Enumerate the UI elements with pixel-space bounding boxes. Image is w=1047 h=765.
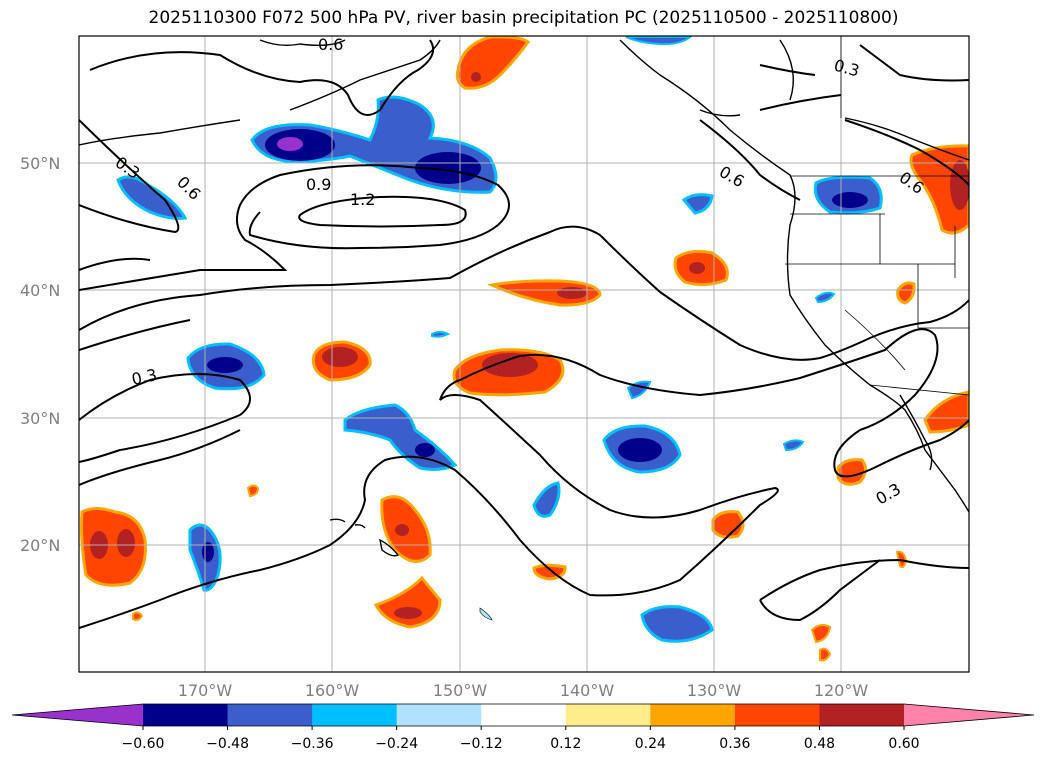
longitude-labels: 170°W 160°W 150°W 140°W 130°W 120°W: [178, 681, 869, 700]
pv-contours: [79, 39, 969, 629]
colorbar-segment: [396, 704, 482, 726]
colorbar-tick-label: −0.60: [122, 736, 165, 752]
contour-label: 0.3: [832, 56, 862, 81]
colorbar: −0.60 −0.48 −0.36 −0.24 −0.12 0.12 0.24 0.36 0.4…: [11, 703, 1035, 752]
colorbar-segment: [143, 704, 229, 726]
lat-label: 50°N: [20, 154, 60, 173]
colorbar-extend-high: [904, 704, 1034, 726]
lon-label: 170°W: [178, 681, 233, 700]
lat-label: 30°N: [20, 409, 60, 428]
colorbar-tick-label: −0.12: [460, 736, 503, 752]
colorbar-segment: [734, 704, 820, 726]
lon-label: 150°W: [433, 681, 488, 700]
colorbar-tick-label: 0.12: [550, 736, 581, 752]
colorbar-tick-label: −0.48: [206, 736, 249, 752]
colorbar-tick-label: 0.24: [635, 736, 666, 752]
colorbar-tick-label: 0.48: [804, 736, 835, 752]
map-plot-area: 0.6 0.3 0.6 0.9 1.2 0.6 0.6 0.3 0.3 0.3: [79, 35, 969, 672]
lon-label: 160°W: [305, 681, 360, 700]
positive-precip-regions: [80, 36, 969, 662]
map-title: 2025110300 F072 500 hPa PV, river basin …: [148, 8, 899, 28]
lon-label: 140°W: [560, 681, 615, 700]
contour-label: 0.3: [873, 479, 905, 508]
lat-label: 40°N: [20, 281, 60, 300]
lon-label: 130°W: [687, 681, 742, 700]
colorbar-tick-label: 0.60: [888, 736, 919, 752]
colorbar-tick-label: 0.36: [719, 736, 750, 752]
contour-label: 1.2: [350, 190, 375, 209]
colorbar-segment: [565, 704, 651, 726]
colorbar-segment: [227, 704, 313, 726]
contour-label: 0.6: [173, 172, 204, 203]
lat-label: 20°N: [20, 536, 60, 555]
colorbar-segment: [819, 704, 905, 726]
contour-label: 0.3: [130, 365, 159, 389]
contour-label: 0.9: [306, 175, 331, 194]
colorbar-segment: [481, 704, 567, 726]
colorbar-extend-low: [12, 704, 143, 726]
latitude-labels: 50°N 40°N 30°N 20°N: [20, 154, 60, 555]
colorbar-tick-label: −0.24: [375, 736, 418, 752]
contour-label: 0.6: [716, 162, 748, 191]
colorbar-tick-label: −0.36: [291, 736, 334, 752]
lon-label: 120°W: [814, 681, 869, 700]
negative-precip-regions: [116, 36, 883, 643]
colorbar-segment: [650, 704, 736, 726]
map-frame: [78, 35, 970, 673]
colorbar-segment: [312, 704, 398, 726]
contour-label: 0.6: [318, 35, 343, 54]
